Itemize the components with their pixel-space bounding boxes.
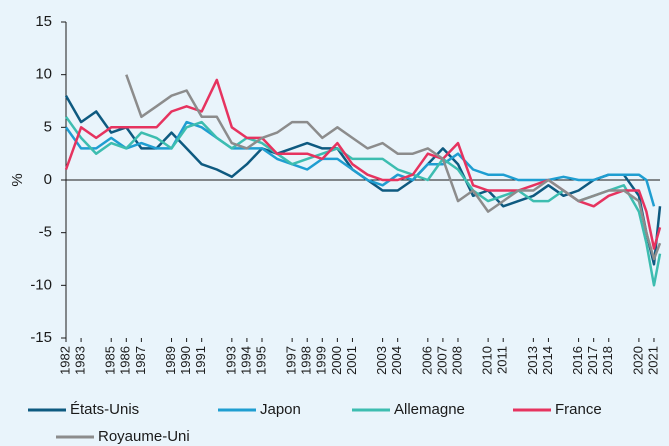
x-tick-label: 2000 <box>329 346 344 375</box>
y-tick-label: 15 <box>35 13 52 30</box>
y-tick-label: 10 <box>35 66 52 83</box>
series-line <box>64 120 656 207</box>
x-tick-label: 1991 <box>193 346 208 375</box>
y-tick-label: -5 <box>39 224 52 241</box>
x-tick-label: 2010 <box>480 346 495 375</box>
x-tick-label: 2008 <box>449 346 464 375</box>
x-tick-label: 2007 <box>434 346 449 375</box>
x-tick-label: 1987 <box>133 346 148 375</box>
y-tick-label: -10 <box>30 276 52 293</box>
legend-label: France <box>555 401 602 418</box>
x-tick-label: 2020 <box>630 346 645 375</box>
series-line <box>64 95 662 266</box>
x-tick-label: 2001 <box>344 346 359 375</box>
x-tick-label: 1986 <box>118 346 133 375</box>
x-tick-label: 1985 <box>103 346 118 375</box>
x-tick-label: 1982 <box>57 346 72 375</box>
legend-label: Royaume-Uni <box>98 428 190 445</box>
legend-label: États-Unis <box>70 401 139 418</box>
x-tick-label: 1994 <box>238 346 253 375</box>
x-tick-label: 2013 <box>525 346 540 375</box>
x-tick-label: 1998 <box>299 346 314 375</box>
x-tick-label: 1999 <box>314 346 329 375</box>
series-line <box>64 78 662 250</box>
x-tick-label: 2003 <box>374 346 389 375</box>
x-tick-label: 2014 <box>540 346 555 375</box>
x-tick-label: 2006 <box>419 346 434 375</box>
series-line <box>125 74 662 261</box>
x-tick-label: 1997 <box>284 346 299 375</box>
legend-label: Japon <box>260 401 301 418</box>
x-tick-label: 2018 <box>600 346 615 375</box>
x-tick-label: 2011 <box>495 346 510 374</box>
x-tick-label: 1983 <box>73 346 88 375</box>
y-axis-label: % <box>9 173 26 186</box>
x-tick-label: 1990 <box>178 346 193 375</box>
x-tick-label: 2004 <box>389 346 404 375</box>
x-tick-label: 1995 <box>253 346 268 375</box>
x-tick-label: 1989 <box>163 346 178 375</box>
x-tick-label: 2017 <box>585 346 600 375</box>
x-tick-label: 2016 <box>570 346 585 375</box>
x-tick-label: 1993 <box>223 346 238 375</box>
x-tick-label: 2021 <box>645 346 660 375</box>
y-tick-label: 5 <box>44 118 52 135</box>
y-tick-label: 0 <box>44 171 52 188</box>
y-tick-label: -15 <box>30 329 52 346</box>
legend-label: Allemagne <box>394 401 465 418</box>
